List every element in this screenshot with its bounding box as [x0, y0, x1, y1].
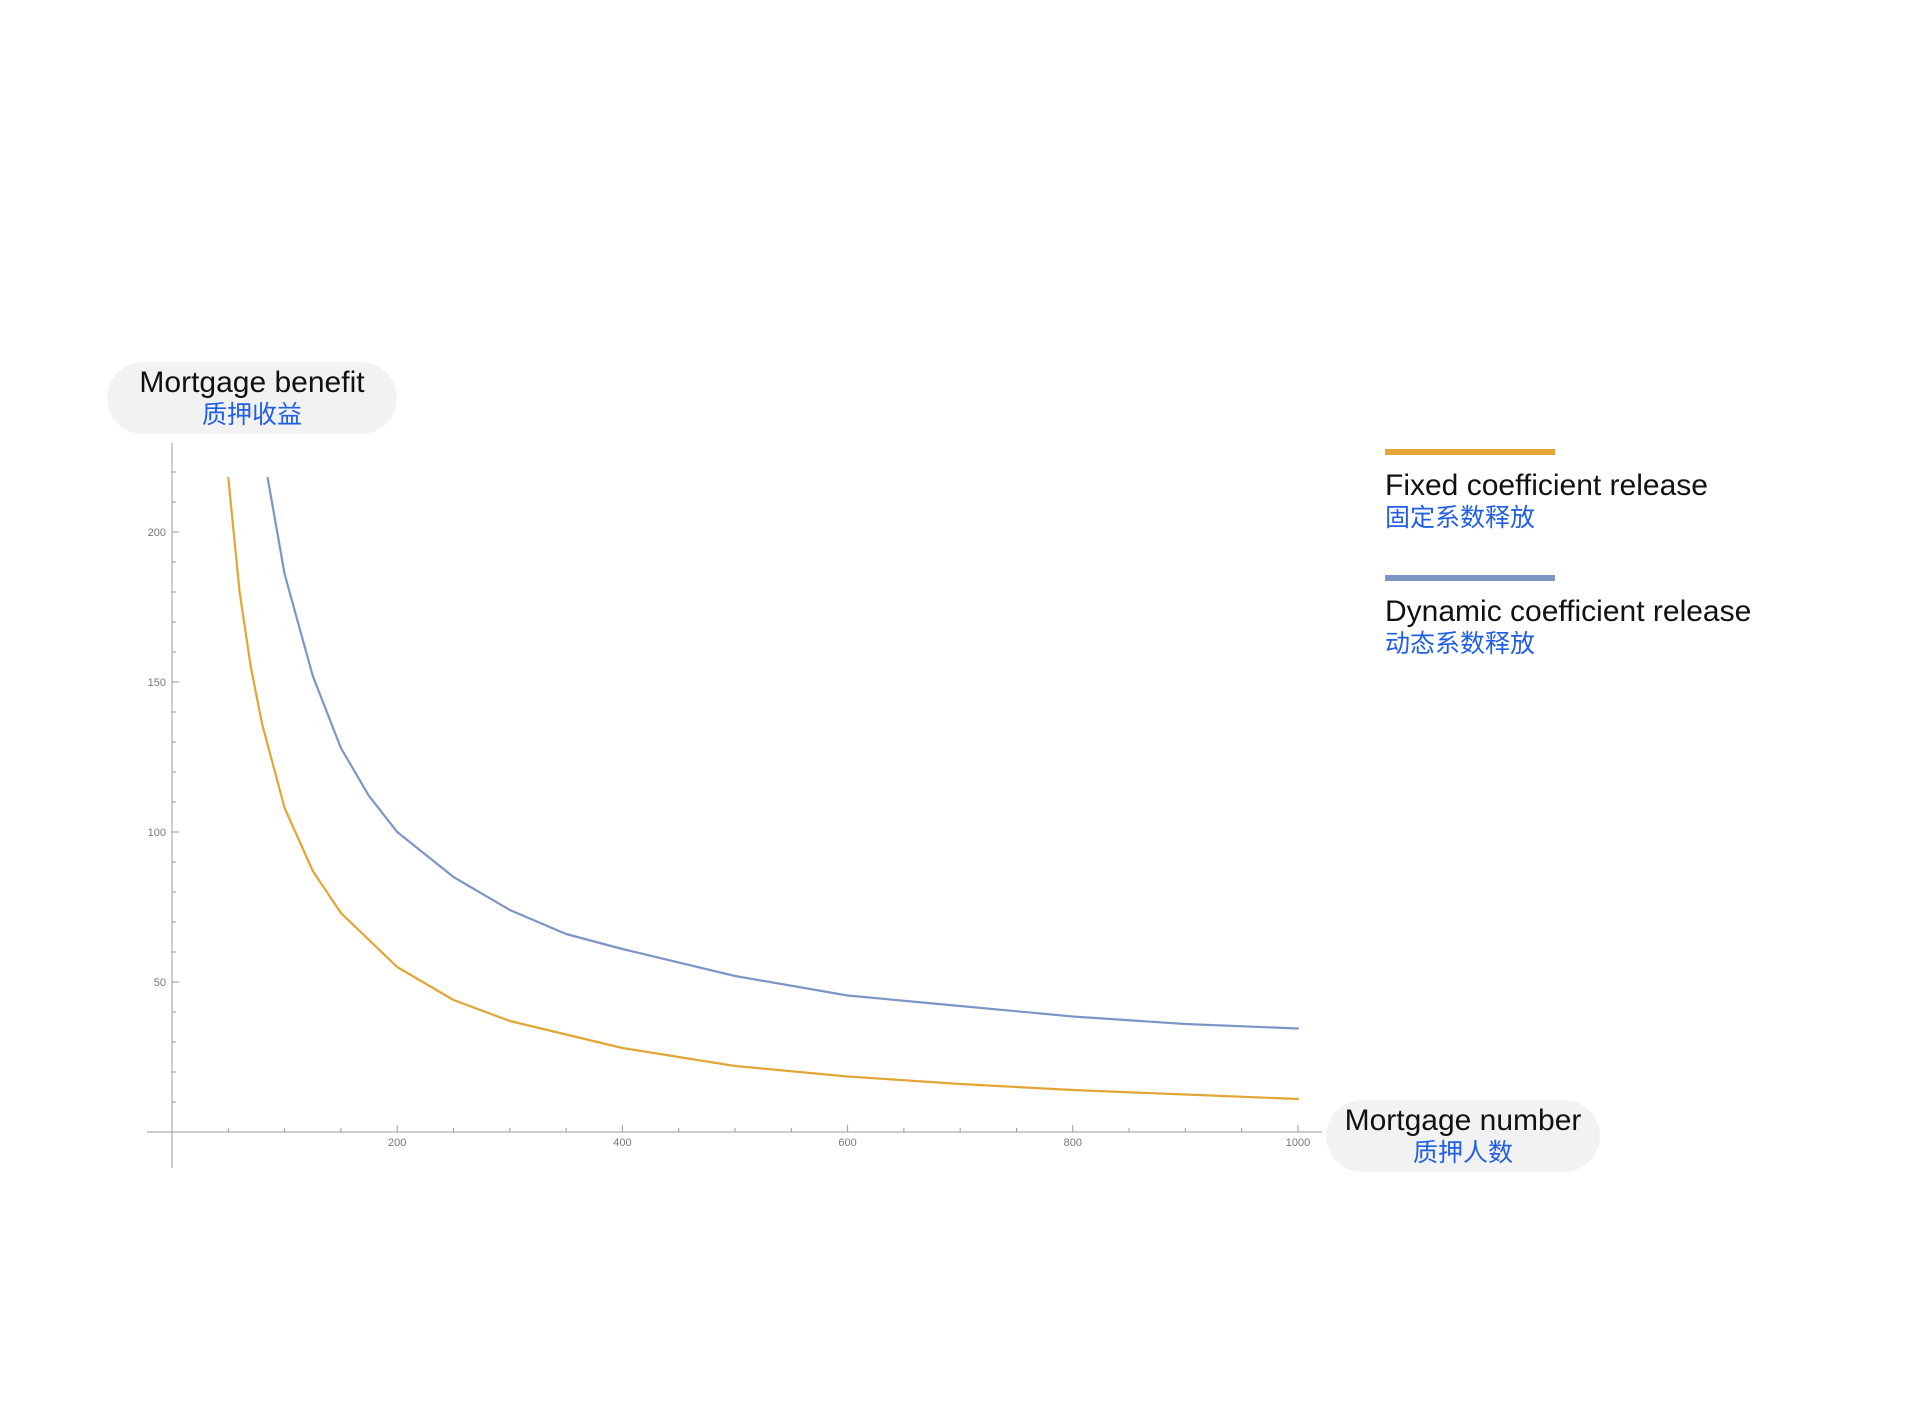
legend-label-dynamic: Dynamic coefficient release	[1385, 595, 1752, 628]
y-tick-label: 200	[148, 527, 166, 539]
x-axis-label-en: Mortgage number	[1344, 1104, 1582, 1137]
x-axis-label-zh: 质押人数	[1412, 1139, 1513, 1167]
legend-label-fixed: Fixed coefficient release	[1385, 469, 1708, 502]
legend-swatch-dynamic	[1385, 575, 1555, 581]
x-axis-label: Mortgage number 质押人数	[1326, 1100, 1600, 1172]
legend-swatch-fixed	[1385, 449, 1555, 455]
x-tick-label: 200	[388, 1137, 406, 1149]
series-line-dynamic	[266, 476, 1300, 1030]
x-tick-label: 1000	[1286, 1137, 1310, 1149]
legend-item-dynamic: Dynamic coefficient release 动态系数释放	[1385, 575, 1751, 659]
x-tick-label: 400	[613, 1137, 631, 1149]
x-tick-label: 800	[1064, 1137, 1082, 1149]
series-lines	[227, 476, 1300, 1101]
y-tick-label: 50	[154, 977, 166, 989]
y-tick-label: 100	[148, 827, 166, 839]
legend-item-fixed: Fixed coefficient release 固定系数释放	[1385, 449, 1708, 533]
y-axis-label-zh: 质押收益	[201, 401, 302, 429]
x-tick-label: 600	[838, 1137, 856, 1149]
y-tick-label: 150	[148, 677, 166, 689]
y-axis-label-en: Mortgage benefit	[139, 366, 365, 399]
axis-ticks: 200 400 600 800 1000 50 100 150 200	[148, 471, 1310, 1149]
legend-label-fixed-zh: 固定系数释放	[1385, 504, 1536, 532]
legend-label-dynamic-zh: 动态系数释放	[1385, 630, 1536, 658]
y-axis-label: Mortgage benefit 质押收益	[107, 362, 397, 434]
axes	[147, 443, 1322, 1168]
series-line-fixed	[227, 476, 1300, 1101]
